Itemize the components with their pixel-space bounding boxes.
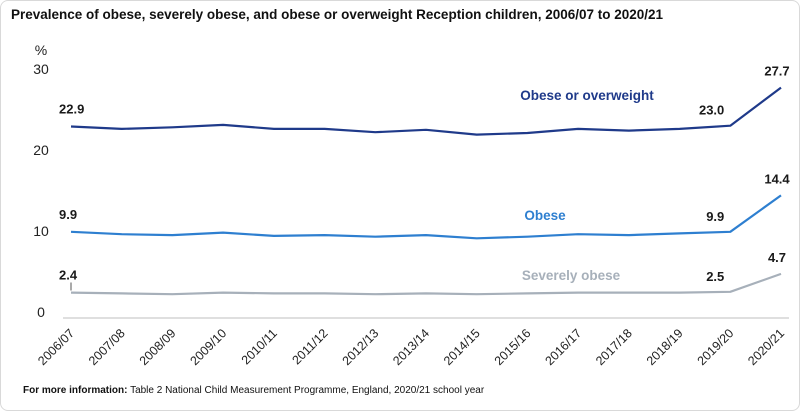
x-tick-label: 2013/14 [390, 326, 432, 368]
y-axis-label: % [35, 42, 47, 58]
data-label: 22.9 [59, 102, 84, 117]
x-tick-label: 2019/20 [695, 326, 737, 368]
x-tick-label: 2012/13 [340, 326, 382, 368]
x-tick-label: 2006/07 [35, 326, 77, 368]
series-line [70, 272, 782, 296]
series-name-label: Obese or overweight [520, 88, 654, 103]
series-name-label: Obese [524, 208, 566, 223]
x-tick-label: 2017/18 [593, 326, 635, 368]
footer-text: Table 2 National Child Measurement Progr… [130, 385, 485, 396]
y-tick-label: 30 [33, 61, 49, 77]
data-label: 9.9 [706, 209, 724, 224]
footer-label: For more information: [23, 385, 128, 396]
data-label: 2.4 [59, 268, 78, 283]
y-tick-label: 20 [33, 142, 49, 158]
series-line [70, 194, 782, 240]
series-name-label: Severely obese [522, 268, 621, 283]
x-tick-label: 2008/09 [137, 326, 179, 368]
y-tick-label: 10 [33, 223, 49, 239]
chart-title: Prevalence of obese, severely obese, and… [11, 7, 664, 22]
series-line [70, 86, 782, 136]
y-tick-label: 0 [37, 304, 45, 320]
x-tick-label: 2011/12 [289, 326, 330, 367]
x-tick-label: 2018/19 [644, 326, 686, 368]
data-label: 2.5 [706, 269, 724, 284]
data-label: 4.7 [768, 250, 786, 265]
data-label: 9.9 [59, 207, 77, 222]
x-tick-label: 2016/17 [542, 326, 584, 368]
data-label: 27.7 [764, 64, 789, 79]
x-tick-label: 2009/10 [187, 326, 229, 368]
x-tick-label: 2015/16 [492, 326, 534, 368]
data-label: 14.4 [764, 171, 790, 186]
x-tick-label: 2010/11 [239, 326, 280, 367]
data-label: 23.0 [699, 103, 724, 118]
x-tick-label: 2007/08 [86, 326, 128, 368]
x-tick-label: 2020/21 [745, 326, 787, 368]
chart-footer: For more information: Table 2 National C… [23, 385, 484, 396]
x-tick-label: 2014/15 [441, 326, 483, 368]
